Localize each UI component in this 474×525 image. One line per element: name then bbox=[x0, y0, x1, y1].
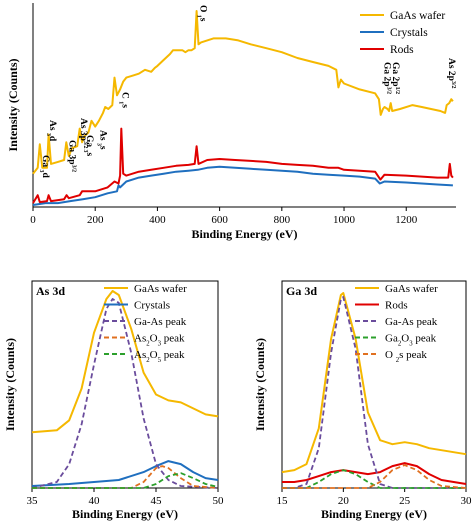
peak-annotation: Ga 2p3/2 bbox=[381, 62, 391, 94]
legend-label: Ga2O3 peak bbox=[385, 333, 437, 348]
legend-label: As2O5 peak bbox=[134, 349, 185, 364]
legend-label: Crystals bbox=[134, 300, 170, 312]
x-tick-label: 30 bbox=[461, 495, 473, 507]
series-line-o-2s-peak bbox=[282, 464, 467, 489]
x-tick-label: 800 bbox=[274, 214, 291, 226]
legend-label: As2O3 peak bbox=[134, 333, 185, 348]
peak-annotation: O 1s bbox=[196, 5, 208, 22]
x-axis-label: Binding Energy (eV) bbox=[191, 227, 297, 241]
series-line-gaas-wafer bbox=[281, 292, 467, 474]
x-tick-label: 25 bbox=[399, 495, 411, 507]
legend-label: Ga-As peak bbox=[134, 316, 187, 328]
peak-annotation: Ga 3d bbox=[38, 155, 50, 178]
chart-survey: 0 200 400 600 800 1000 1200 Binding Energy (eV)… bbox=[6, 3, 456, 241]
x-tick-label: 1000 bbox=[333, 214, 356, 226]
peak-annotation: As 3d bbox=[45, 120, 57, 142]
peak-annotation: C 1s bbox=[118, 92, 130, 108]
x-tick-label: 400 bbox=[149, 214, 166, 226]
series-line-crystals bbox=[31, 460, 219, 487]
series-line-rods bbox=[282, 462, 467, 485]
chart-as3d: 35 40 45 50 Binding Energy (eV) Intensity (Co… bbox=[3, 280, 225, 521]
peak-annotation: Ga 3p3/2 bbox=[67, 140, 77, 172]
x-tick-label: 0 bbox=[30, 214, 36, 226]
legend-label: Ga-As peak bbox=[385, 316, 438, 328]
y-axis-label: Intensity (Counts) bbox=[3, 338, 17, 431]
legend-label: Crystals bbox=[390, 27, 428, 39]
series-line-ga-as-peak bbox=[31, 298, 219, 489]
x-tick-label: 50 bbox=[213, 495, 225, 507]
x-tick-label: 35 bbox=[27, 495, 39, 507]
x-tick-label: 20 bbox=[338, 495, 350, 507]
x-tick-label: 40 bbox=[89, 495, 101, 507]
peak-annotation: Ga 3s bbox=[82, 135, 94, 156]
series-line-rods bbox=[32, 127, 454, 204]
series-line-as2o3-peak bbox=[32, 465, 219, 489]
peak-annotation: As 3s bbox=[95, 130, 107, 150]
series-line-gaas-wafer bbox=[32, 10, 454, 175]
plot-frame bbox=[281, 280, 467, 489]
panel-title: As 3d bbox=[36, 284, 65, 298]
series-line-ga-as-peak bbox=[282, 296, 466, 489]
series-line-crystals bbox=[32, 165, 453, 206]
legend-label: GaAs wafer bbox=[390, 10, 445, 22]
x-tick-label: 600 bbox=[211, 214, 228, 226]
panel-title: Ga 3d bbox=[286, 284, 317, 298]
legend-label: GaAs wafer bbox=[134, 283, 187, 295]
series-line-as2o5-peak bbox=[32, 472, 219, 489]
x-tick-label: 200 bbox=[87, 214, 104, 226]
x-tick-label: 15 bbox=[277, 495, 289, 507]
legend-label: Rods bbox=[390, 44, 414, 56]
peak-annotation: As 3p3/2 bbox=[78, 118, 88, 149]
peak-annotation: Ga 2p1/2 bbox=[390, 62, 400, 94]
peak-annotation: As 2p3/2 bbox=[446, 58, 456, 89]
chart-ga3d: 15 20 25 30 Binding Energy (eV) Intensity (Co… bbox=[253, 280, 473, 521]
y-axis-label: Intensity (Counts) bbox=[6, 58, 20, 151]
legend-label: GaAs wafer bbox=[385, 283, 438, 295]
series-line-ga2o3-peak bbox=[282, 469, 466, 489]
x-axis-label: Binding Energy (eV) bbox=[321, 507, 427, 521]
x-tick-label: 1200 bbox=[395, 214, 418, 226]
x-axis-label: Binding Energy (eV) bbox=[72, 507, 178, 521]
series-line-gaas-wafer bbox=[31, 290, 219, 434]
legend-label: O 2s peak bbox=[385, 349, 427, 364]
x-tick-label: 45 bbox=[151, 495, 163, 507]
y-axis-label: Intensity (Counts) bbox=[253, 338, 267, 431]
legend-label: Rods bbox=[385, 300, 408, 312]
